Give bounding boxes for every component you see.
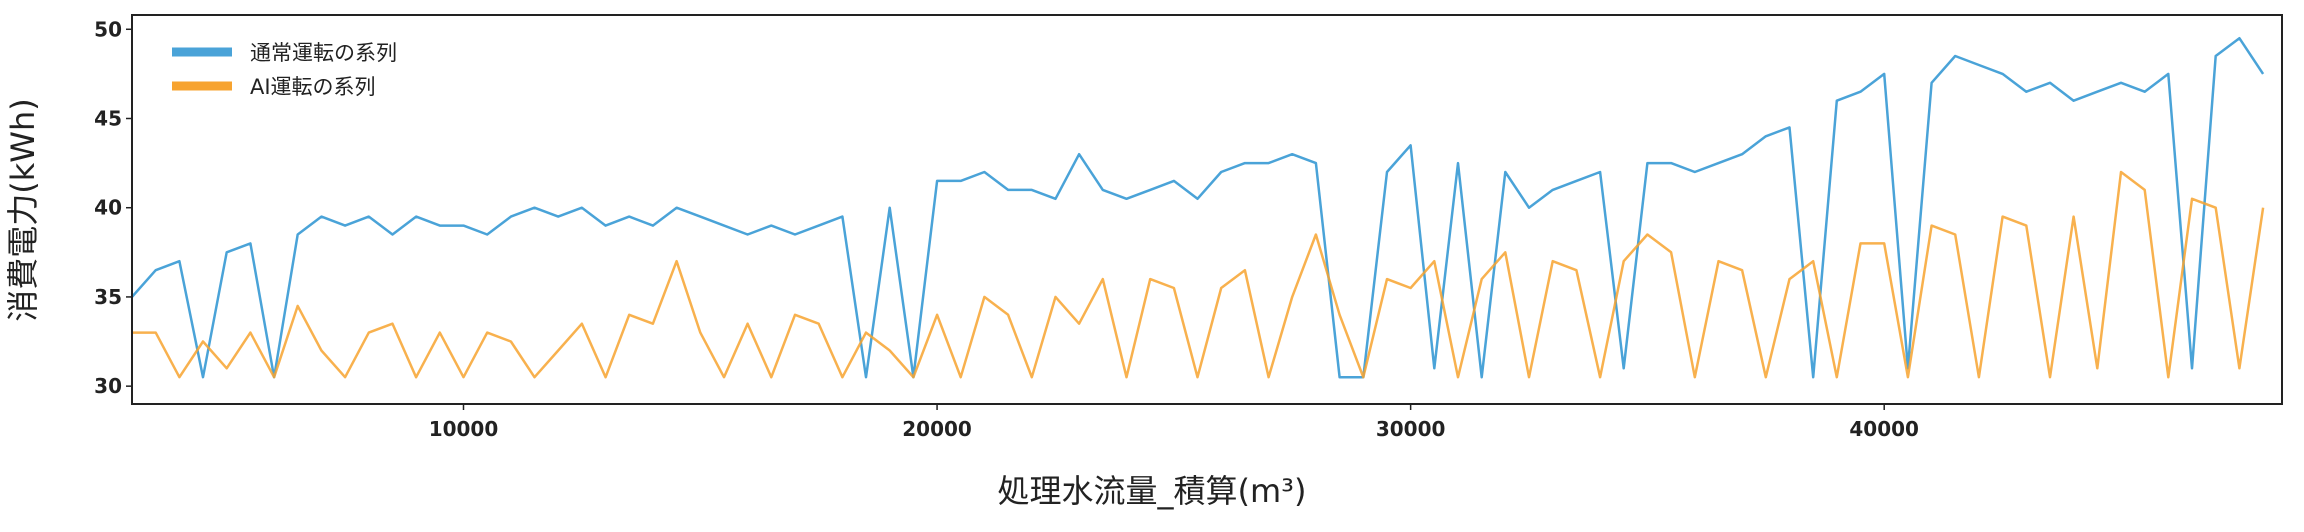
legend-label: 通常運転の系列 xyxy=(250,41,397,65)
y-tick-label: 35 xyxy=(94,285,122,309)
x-tick-label: 30000 xyxy=(1376,417,1446,441)
x-tick-label: 10000 xyxy=(429,417,499,441)
plot-frame xyxy=(131,14,2283,405)
y-tick-label: 45 xyxy=(94,106,122,130)
x-tick-label: 40000 xyxy=(1849,417,1919,441)
series-line xyxy=(132,36,2265,379)
x-axis-label: 処理水流量_積算(m³) xyxy=(998,472,1307,510)
y-axis-label: 消費電力(kWh) xyxy=(4,98,42,321)
legend-label: AI運転の系列 xyxy=(250,75,376,99)
y-tick-label: 50 xyxy=(94,17,122,41)
x-tick-label: 20000 xyxy=(902,417,972,441)
y-tick-label: 40 xyxy=(94,196,122,220)
series-line xyxy=(132,170,2265,379)
y-tick-label: 30 xyxy=(94,374,122,398)
